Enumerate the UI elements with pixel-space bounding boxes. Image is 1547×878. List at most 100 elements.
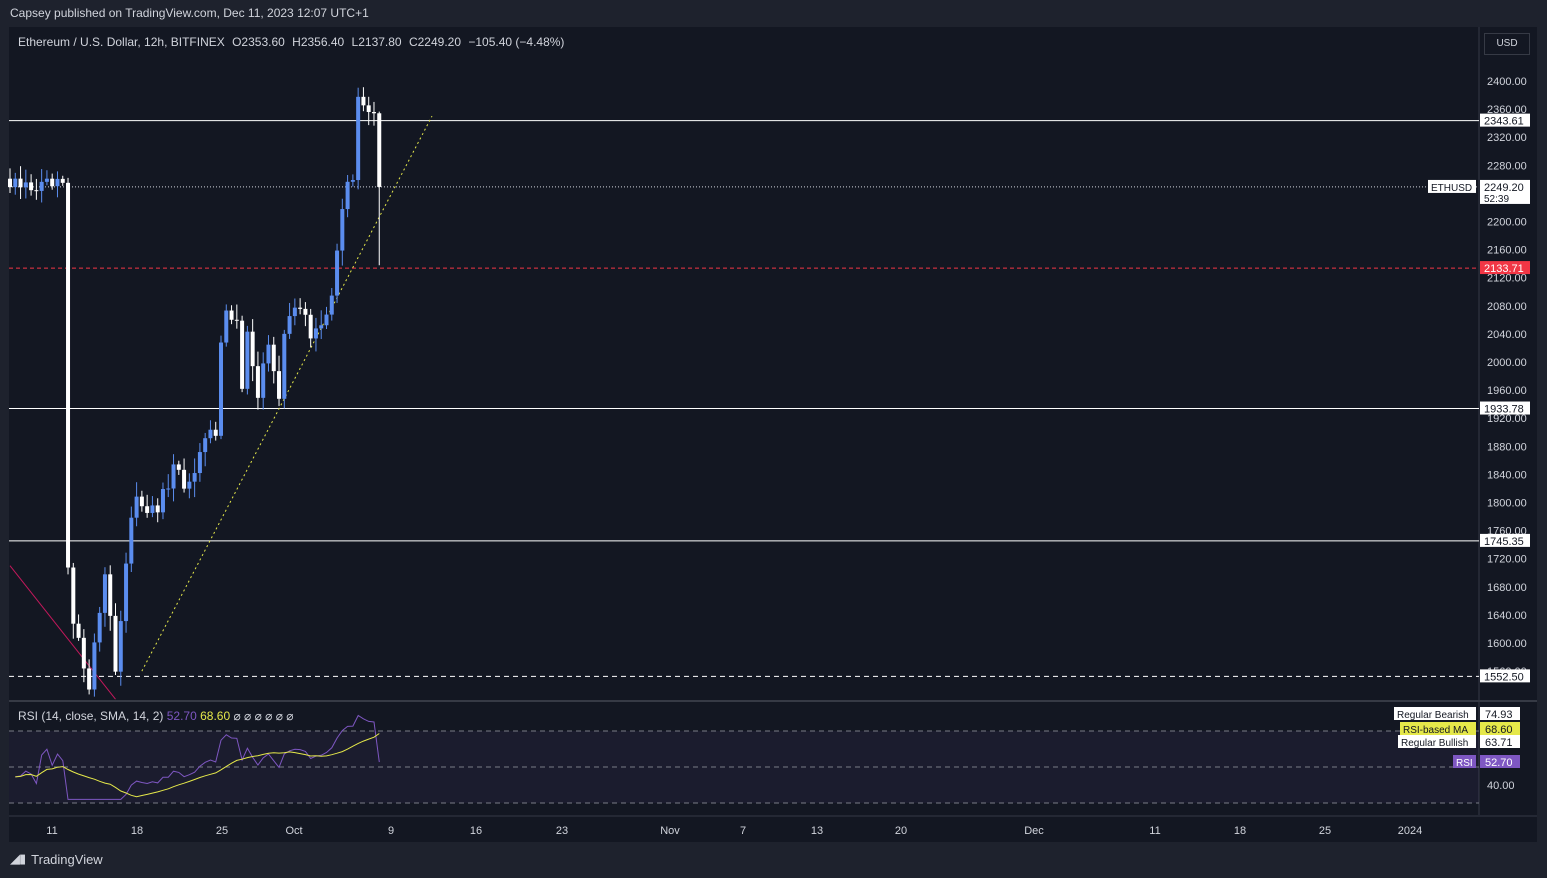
price-tick: 1840.00 [1487, 469, 1527, 481]
candle-body [213, 429, 218, 436]
rsi-label-tag [1453, 755, 1476, 768]
candle-body [234, 319, 239, 321]
candle-body [8, 178, 12, 188]
candle-body [145, 506, 150, 513]
candle-body [124, 563, 129, 622]
currency-button[interactable]: USD [1484, 33, 1530, 55]
candle-body [255, 366, 260, 398]
candle-body [361, 96, 366, 106]
candle-body [39, 181, 44, 191]
price-tick: 2200.00 [1487, 217, 1527, 229]
price-tick: 2400.00 [1487, 76, 1527, 88]
time-tick: Nov [660, 825, 680, 837]
candle-body [171, 464, 176, 489]
time-tick: 11 [1149, 825, 1160, 837]
level-tag [1480, 261, 1530, 275]
time-tick: 18 [131, 825, 143, 837]
level-tag [1480, 533, 1530, 547]
candle-body [182, 469, 187, 489]
candle-body [92, 642, 97, 690]
rsi-label-tag [1394, 707, 1476, 720]
time-tick: 13 [811, 825, 823, 837]
rsi-label-tag [1398, 735, 1476, 748]
footer: ◢▮ TradingView [10, 851, 103, 867]
candle-body [224, 310, 229, 343]
symbol-title: Ethereum / U.S. Dollar, 12h, BITFINEX [18, 35, 225, 49]
level-label: 2133.71 [1484, 263, 1524, 275]
time-tick: 16 [470, 825, 482, 837]
candle-body [166, 488, 171, 490]
candle-body [23, 182, 28, 188]
candle-body [129, 517, 134, 564]
candle-body [335, 250, 340, 296]
candle-body [160, 489, 165, 513]
price-tick: 1640.00 [1487, 610, 1527, 622]
rsi-label-name: RSI [1456, 758, 1473, 769]
falling-trendline [9, 565, 116, 700]
rsi-na-values: ⌀ ⌀ ⌀ ⌀ ⌀ ⌀ [233, 709, 294, 723]
rsi-label-name: Regular Bearish [1397, 710, 1469, 721]
time-tick: 2024 [1398, 825, 1422, 837]
time-tick: 7 [740, 825, 746, 837]
candle-body [187, 481, 192, 489]
time-tick: 25 [216, 825, 228, 837]
rsi-value: 52.70 [166, 709, 197, 723]
candle-body [250, 331, 255, 367]
level-label: 1933.78 [1484, 404, 1524, 416]
time-tick: Oct [285, 825, 302, 837]
level-label: 1552.50 [1484, 671, 1524, 683]
candle-body [55, 178, 60, 187]
price-tick: 1600.00 [1487, 638, 1527, 650]
rsi-value-tag [1480, 755, 1520, 768]
rsi-info: RSI (14, close, SMA, 14, 2) 52.70 68.60 … [18, 709, 294, 723]
time-tick: 18 [1234, 825, 1246, 837]
candle-body [44, 178, 49, 182]
candle-body [29, 182, 34, 191]
candle-body [324, 314, 329, 326]
candle-body [134, 496, 139, 518]
ohlc-close: C2249.20 [408, 35, 461, 49]
candle-body [203, 438, 208, 453]
price-tick: 2000.00 [1487, 357, 1527, 369]
candle-body [345, 181, 350, 210]
level-tag [1480, 401, 1530, 415]
time-tick: 25 [1319, 825, 1331, 837]
candle-body [50, 178, 55, 187]
price-tick: 2360.00 [1487, 104, 1527, 116]
rsi-label-name: RSI-based MA [1403, 725, 1468, 736]
candle-body [113, 615, 118, 672]
rsi-label-name: Regular Bullish [1401, 738, 1468, 749]
candle-body [282, 333, 287, 399]
candle-body [229, 310, 234, 320]
candle-body [329, 295, 334, 315]
rsi-tick: 40.00 [1487, 780, 1515, 792]
candle-body [292, 307, 297, 317]
candle-body [97, 612, 102, 643]
price-tick: 1720.00 [1487, 554, 1527, 566]
candle-body [303, 308, 308, 315]
candle-body [192, 473, 197, 482]
rsi-ma-line [15, 733, 380, 798]
last-price-tag [1480, 179, 1530, 204]
last-price-label: 2249.20 [1484, 182, 1524, 194]
candle-body [139, 496, 144, 507]
candle-body [176, 464, 181, 470]
tradingview-logo-icon: ◢▮ [10, 851, 26, 866]
candle-body [287, 316, 292, 334]
price-tick: 2120.00 [1487, 273, 1527, 285]
price-tick: 2320.00 [1487, 132, 1527, 144]
time-tick: 9 [388, 825, 394, 837]
rsi-value-tag [1480, 735, 1520, 748]
ohlc-change: −105.40 (−4.48%) [468, 35, 565, 49]
candle-body [34, 190, 39, 192]
time-tick: 23 [556, 825, 568, 837]
candle-body [13, 178, 18, 188]
chart-frame[interactable] [9, 27, 1537, 842]
candle-body [87, 668, 92, 690]
ohlc-high: H2356.40 [292, 35, 345, 49]
ohlc-open: O2353.60 [232, 35, 285, 49]
footer-brand: TradingView [31, 851, 103, 867]
candle-body [81, 637, 86, 669]
level-tag [1480, 669, 1530, 683]
